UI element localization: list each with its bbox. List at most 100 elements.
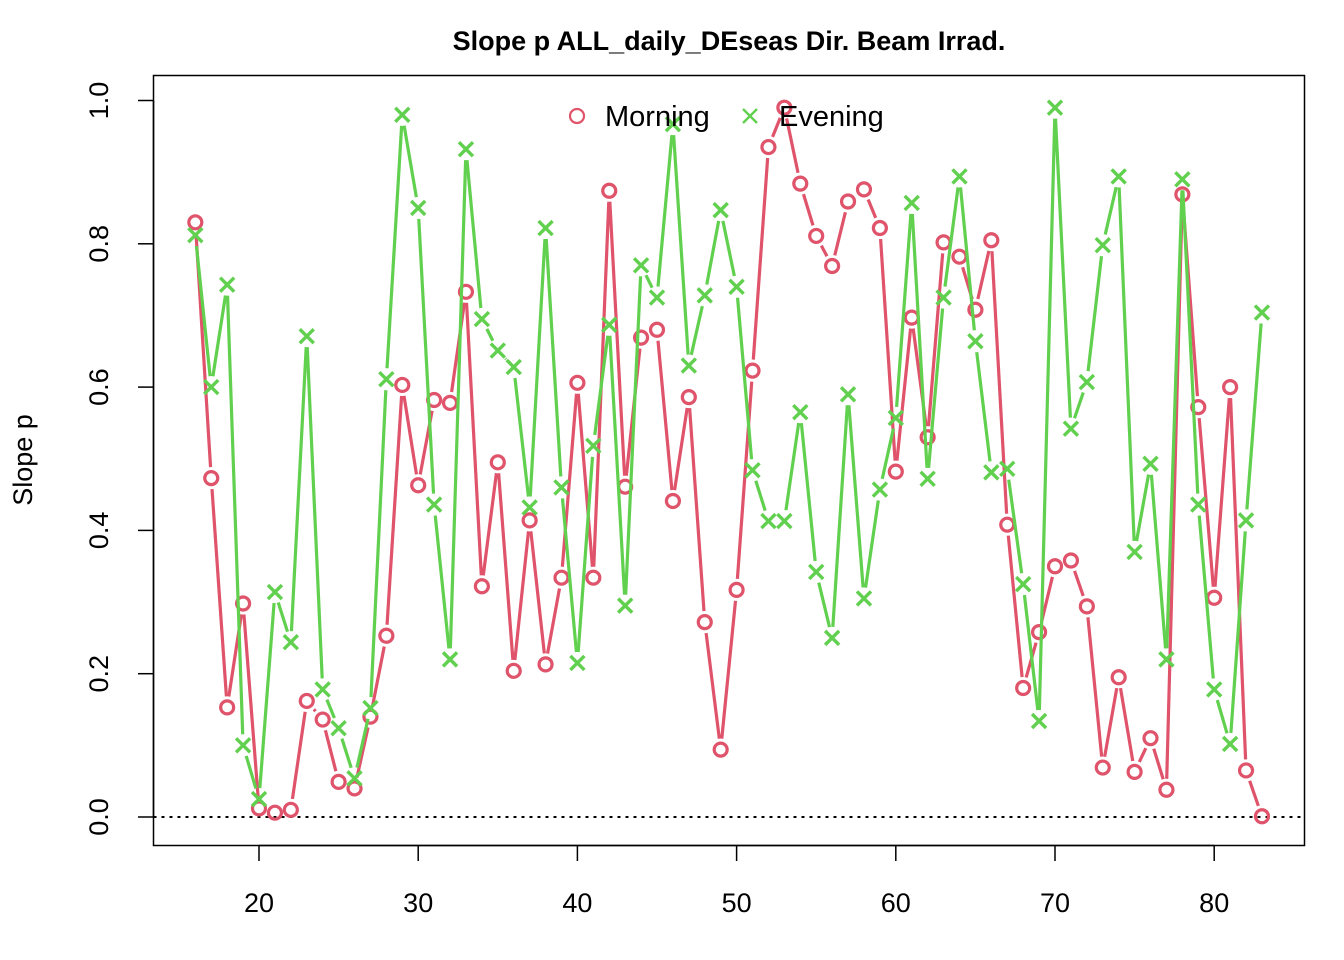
data-point: [1126, 543, 1143, 561]
chart-title: Slope p ALL_daily_DEseas Dir. Beam Irrad…: [453, 26, 1006, 56]
series-segment: [258, 602, 276, 789]
series-segment: [720, 600, 738, 739]
series-segment: [656, 340, 674, 491]
data-point: [1046, 558, 1064, 575]
series-segment: [656, 134, 674, 287]
series-segment: [926, 253, 945, 427]
data-point: [219, 699, 236, 716]
data-point: [203, 378, 220, 396]
data-point: [1030, 624, 1048, 641]
series-segment: [448, 160, 468, 649]
series-segment: [705, 220, 721, 285]
series-segment: [325, 699, 336, 719]
data-point: [1062, 552, 1080, 569]
series-segment: [608, 335, 627, 595]
data-point: [1078, 373, 1096, 391]
series-segment: [433, 515, 451, 649]
data-point: [425, 496, 443, 513]
series-segment: [644, 274, 654, 289]
data-point: [1222, 379, 1239, 396]
data-point: [489, 454, 506, 471]
data-point: [855, 181, 873, 198]
data-point: [1062, 420, 1080, 437]
data-point: [1221, 735, 1239, 753]
data-point: [1237, 512, 1255, 529]
series-segment: [1053, 118, 1072, 418]
data-point: [855, 590, 873, 607]
x-tick-label: 40: [562, 888, 592, 918]
series-segment: [721, 220, 736, 277]
legend-marker-evening: [742, 108, 758, 124]
series-segment: [290, 711, 307, 800]
series-segment: [465, 160, 483, 309]
series-segment: [1181, 190, 1200, 494]
x-tick-label: 30: [403, 888, 433, 918]
data-point: [824, 257, 841, 275]
series-segment: [927, 308, 945, 468]
data-point: [712, 201, 729, 219]
series-segment: [1248, 780, 1260, 807]
data-point: [409, 199, 427, 217]
x-tick-label: 80: [1199, 888, 1229, 918]
legend-marker-morning: [568, 107, 586, 125]
series-segment: [210, 488, 228, 697]
data-point: [632, 329, 650, 346]
data-point: [298, 692, 315, 710]
data-point: [935, 289, 952, 306]
data-point: [569, 374, 586, 391]
series-segment: [976, 250, 991, 300]
series-segment: [560, 498, 578, 653]
series-segment: [497, 473, 515, 660]
data-point: [760, 512, 777, 530]
series-segment: [355, 718, 370, 768]
data-point: [999, 516, 1016, 533]
series-segment: [385, 125, 404, 369]
series-segment: [751, 157, 770, 360]
series-segment: [402, 125, 418, 198]
series-segment: [801, 193, 815, 226]
series-segment: [895, 328, 913, 461]
series-segment: [817, 582, 832, 628]
series-segment: [1118, 687, 1135, 762]
data-point: [585, 569, 602, 586]
data-point: [187, 214, 204, 231]
data-point: [919, 470, 936, 488]
y-tick-label: 0.2: [84, 655, 114, 693]
data-point: [680, 357, 698, 374]
data-point: [887, 409, 905, 427]
series-segment: [958, 187, 976, 331]
series-segment: [910, 213, 929, 468]
data-point: [330, 719, 347, 737]
series-segment: [1137, 747, 1148, 763]
series-segment: [689, 305, 704, 356]
data-point: [696, 287, 713, 304]
series-segment: [529, 531, 546, 654]
data-point: [1142, 455, 1159, 472]
data-point: [792, 175, 809, 192]
series-segment: [704, 632, 721, 739]
data-point: [537, 656, 554, 673]
series-segment: [593, 335, 610, 436]
y-axis: 0.0 0.2 0.4 0.6 0.8 1.0: [84, 82, 155, 836]
data-point: [282, 633, 300, 651]
y-tick-label: 0.4: [84, 512, 114, 550]
series-segment: [1229, 531, 1247, 734]
series-segment: [1006, 535, 1024, 678]
data-point: [489, 342, 507, 359]
data-point: [362, 699, 379, 717]
series-segment: [289, 347, 308, 632]
data-point: [1190, 399, 1207, 416]
data-point: [871, 219, 888, 237]
data-point: [553, 479, 570, 496]
data-point: [1110, 168, 1127, 185]
y-axis-label: Slope p: [8, 414, 38, 506]
series-segment: [369, 390, 388, 698]
x-axis: 20 30 40 50 60 70 80: [244, 844, 1229, 918]
data-point: [187, 226, 204, 244]
series-segment: [464, 302, 483, 576]
series-segment: [385, 395, 404, 625]
series-segment: [1086, 617, 1104, 757]
series-segment: [975, 351, 992, 462]
series-segment: [513, 377, 530, 497]
data-point: [999, 460, 1016, 477]
